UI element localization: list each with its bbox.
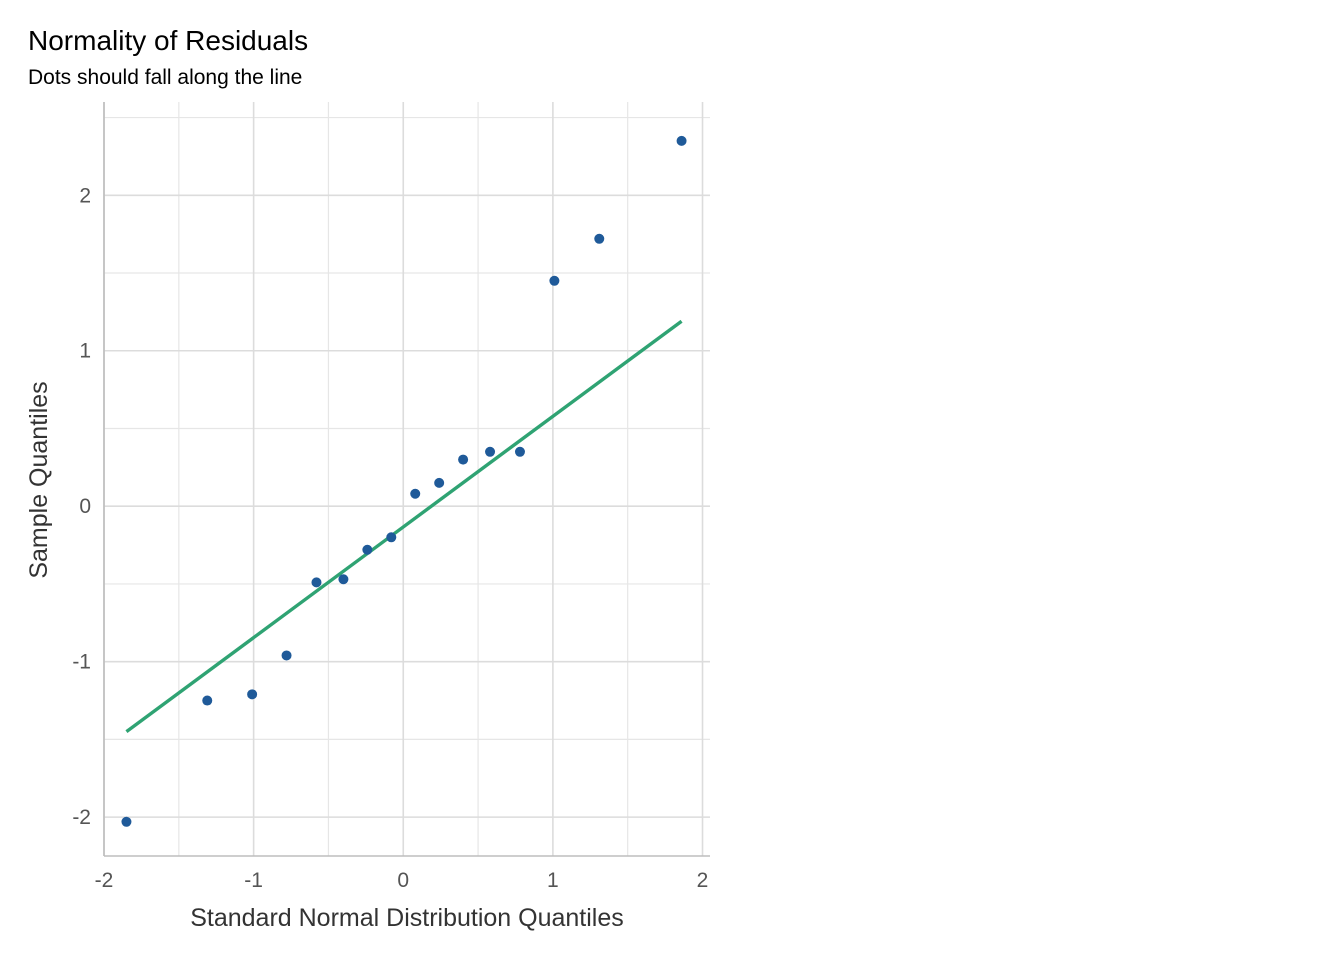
x-tick-label: 2 xyxy=(697,869,709,892)
y-axis-title: Sample Quantiles xyxy=(25,381,53,578)
data-point xyxy=(362,544,373,555)
data-point xyxy=(458,454,469,465)
data-point xyxy=(121,816,132,827)
y-axis-ticks: -2 -1 0 1 2 xyxy=(72,184,91,829)
data-point xyxy=(386,532,397,543)
x-tick-label: -1 xyxy=(244,869,263,892)
y-tick-label: 0 xyxy=(79,495,91,518)
sample-points xyxy=(121,135,687,827)
y-tick-label: 1 xyxy=(79,340,91,363)
data-point xyxy=(410,488,421,499)
data-point xyxy=(338,574,349,585)
data-point xyxy=(514,446,525,457)
x-tick-label: 0 xyxy=(397,869,409,892)
reference-line-layer xyxy=(125,319,683,733)
data-point xyxy=(594,233,605,244)
x-tick-label: 1 xyxy=(547,869,559,892)
data-point xyxy=(549,275,560,286)
x-axis-ticks: -2 -1 0 1 2 xyxy=(95,869,709,892)
y-tick-label: -1 xyxy=(72,651,91,674)
y-tick-label: 2 xyxy=(79,184,91,207)
chart-subtitle: Dots should fall along the line xyxy=(28,66,302,89)
data-point xyxy=(311,577,322,588)
plot-grid xyxy=(103,102,710,856)
chart-title: Normality of Residuals xyxy=(28,25,308,56)
data-point xyxy=(281,650,292,661)
reference-line xyxy=(125,319,683,733)
data-point xyxy=(434,477,445,488)
data-point xyxy=(676,135,687,146)
data-point xyxy=(485,446,496,457)
data-point xyxy=(202,695,213,706)
x-tick-label: -2 xyxy=(95,869,114,892)
data-point xyxy=(247,689,258,700)
y-tick-label: -2 xyxy=(72,806,91,829)
x-axis-title: Standard Normal Distribution Quantiles xyxy=(190,904,624,932)
plot-axes xyxy=(103,102,710,857)
